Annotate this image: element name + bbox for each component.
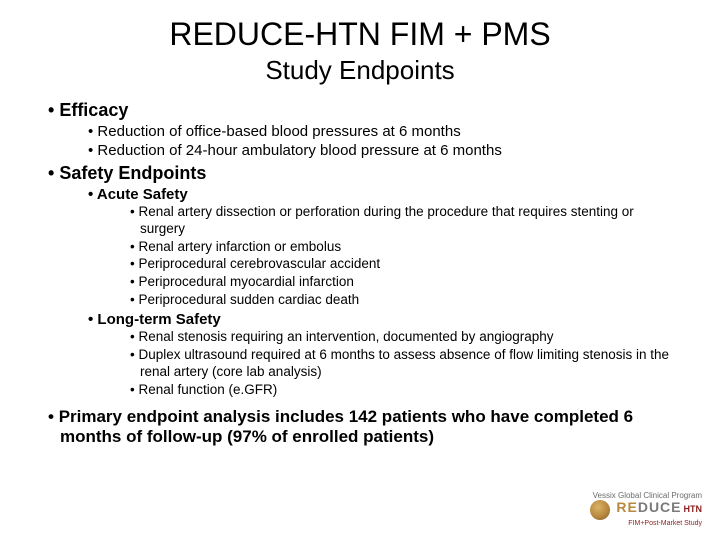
acute-safety-item: Periprocedural myocardial infarction (40, 274, 680, 291)
slide-title: REDUCE-HTN FIM + PMS (40, 16, 680, 53)
longterm-safety-item: Duplex ultrasound required at 6 months t… (40, 347, 680, 381)
acute-safety-heading: Acute Safety (40, 186, 680, 203)
globe-icon (590, 500, 610, 520)
content-list: Efficacy Reduction of office-based blood… (40, 100, 680, 448)
logo-brand-re: RE (616, 499, 637, 515)
slide-subtitle: Study Endpoints (40, 55, 680, 86)
longterm-safety-item: Renal stenosis requiring an intervention… (40, 329, 680, 346)
footer-logo: Vessix Global Clinical Program REDUCEHTN… (590, 492, 702, 528)
efficacy-heading: Efficacy (40, 100, 680, 121)
logo-line2: FIM+Post-Market Study (590, 520, 702, 528)
longterm-safety-item: Renal function (e.GFR) (40, 382, 680, 399)
slide: REDUCE-HTN FIM + PMS Study Endpoints Eff… (0, 0, 720, 540)
efficacy-item: Reduction of office-based blood pressure… (40, 123, 680, 140)
primary-endpoint: Primary endpoint analysis includes 142 p… (40, 407, 680, 448)
logo-brand: REDUCE (616, 499, 681, 515)
acute-safety-item: Periprocedural cerebrovascular accident (40, 256, 680, 273)
acute-safety-item: Periprocedural sudden cardiac death (40, 292, 680, 309)
logo-htn: HTN (684, 504, 703, 514)
longterm-safety-heading: Long-term Safety (40, 311, 680, 328)
acute-safety-item: Renal artery infarction or embolus (40, 239, 680, 256)
acute-safety-item: Renal artery dissection or perforation d… (40, 204, 680, 238)
safety-heading: Safety Endpoints (40, 163, 680, 184)
efficacy-item: Reduction of 24-hour ambulatory blood pr… (40, 142, 680, 159)
logo-brand-duce: DUCE (638, 499, 682, 515)
